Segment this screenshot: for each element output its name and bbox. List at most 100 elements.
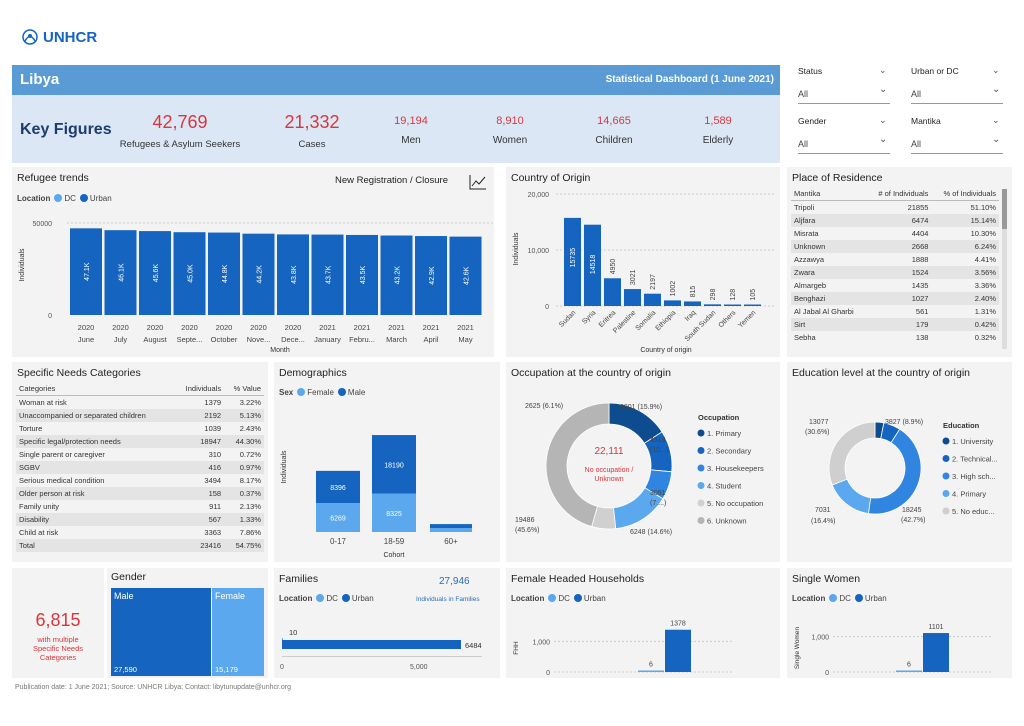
trend-bar[interactable] [277, 234, 309, 315]
table-row[interactable]: Disability 567 1.33% [16, 513, 264, 526]
education-data-label: (42.7%) [901, 517, 926, 524]
demo-female-bar[interactable] [430, 528, 472, 532]
trend-bar[interactable] [70, 228, 102, 315]
trend-bar[interactable] [346, 234, 378, 315]
origin-bar[interactable] [604, 278, 621, 306]
table-row[interactable]: SGBV 416 0.97% [16, 461, 264, 474]
origin-bar[interactable] [564, 217, 581, 306]
specific-needs-panel: Specific Needs Categories Categories Indi… [12, 362, 268, 562]
table-row[interactable]: Specific legal/protection needs 18947 44.3… [16, 435, 264, 448]
table-row[interactable]: Sebha 138 0.32% [791, 331, 999, 344]
column-header[interactable]: % Value [224, 382, 264, 396]
origin-bar[interactable] [644, 293, 661, 306]
occupation-legend-label[interactable]: 4. Student [707, 482, 742, 491]
table-row[interactable]: Zwara 1524 3.56% [791, 266, 999, 279]
male-treemap-block[interactable]: Male 27,590 [111, 588, 211, 676]
table-row[interactable]: Misrata 4404 10.30% [791, 227, 999, 240]
urban-bar[interactable] [923, 633, 949, 672]
education-legend-label[interactable]: 2. Technical... [952, 455, 998, 464]
residence-table-wrap[interactable]: Mantika # of Individuals% of Individuals T… [791, 187, 999, 344]
column-header[interactable]: Individuals [174, 382, 225, 396]
education-slice[interactable] [867, 428, 922, 515]
urban-bar[interactable] [665, 629, 691, 672]
occupation-legend-label[interactable]: 6. Unknown [707, 517, 747, 526]
key-figure-value: 21,332 [284, 112, 340, 132]
demo-male-bar[interactable] [372, 435, 416, 494]
filter-select[interactable]: All [911, 136, 1003, 154]
trend-bar[interactable] [139, 231, 171, 315]
occupation-legend-label[interactable]: 2. Secondary [707, 447, 751, 456]
demo-male-label: 8396 [330, 485, 346, 492]
occupation-legend-label[interactable]: 1. Primary [707, 429, 741, 438]
demo-female-bar[interactable] [316, 503, 360, 532]
table-cell: 3494 [204, 476, 222, 485]
filter-label-chevron-icon: ⌄ [879, 65, 887, 75]
table-row[interactable]: Benghazi 1027 2.40% [791, 292, 999, 305]
education-legend-label[interactable]: 3. High sch... [952, 472, 996, 481]
table-row[interactable]: Serious medical condition 3494 8.17% [16, 474, 264, 487]
demo-male-bar[interactable] [430, 524, 472, 528]
column-header[interactable]: # of Individuals [866, 187, 932, 201]
trend-bar[interactable] [104, 230, 137, 315]
education-legend-label[interactable]: 5. No educ... [952, 507, 995, 516]
table-row[interactable]: Al Jabal Al Gharbi 561 1.31% [791, 305, 999, 318]
demo-female-bar[interactable] [372, 493, 416, 532]
table-row[interactable]: Family unity 911 2.13% [16, 500, 264, 513]
column-header[interactable]: Mantika [791, 187, 867, 201]
table-cell: 51.10% [970, 203, 996, 212]
families-tick-5000: 5,000 [410, 664, 428, 671]
filter-select[interactable]: All [911, 86, 1003, 104]
trend-bar[interactable] [380, 235, 413, 315]
trend-bar[interactable] [208, 232, 240, 315]
dc-legend-label: DC [326, 594, 338, 603]
demo-male-bar[interactable] [316, 470, 360, 504]
origin-bar[interactable] [684, 301, 701, 306]
trend-bar[interactable] [449, 236, 482, 315]
origin-bar[interactable] [704, 304, 721, 306]
trend-bar[interactable] [173, 232, 206, 315]
trend-bar[interactable] [242, 233, 275, 315]
origin-bar[interactable] [664, 300, 681, 306]
education-slice[interactable] [831, 478, 872, 514]
trend-bar[interactable] [311, 234, 344, 315]
occupation-legend-label[interactable]: 3. Housekeepers [707, 464, 764, 473]
table-row[interactable]: Woman at risk 1379 3.22% [16, 396, 264, 410]
dc-bar[interactable] [638, 670, 664, 673]
trend-toggle-icon[interactable] [468, 173, 488, 191]
column-header[interactable]: Categories [16, 382, 175, 396]
trend-xtick-year: 2020 [147, 323, 164, 332]
origin-bar[interactable] [744, 304, 761, 307]
occupation-legend-label[interactable]: 5. No occupation [707, 499, 763, 508]
registration-toggle-label[interactable]: New Registration / Closure [335, 175, 448, 186]
origin-data-label: 3021 [630, 269, 637, 285]
table-row[interactable]: Tripoli 21855 51.10% [791, 201, 999, 215]
table-cell: 1524 [866, 266, 932, 279]
table-row[interactable]: Sirt 179 0.42% [791, 318, 999, 331]
country-title: Libya [20, 71, 60, 88]
table-row[interactable]: Child at risk 3363 7.86% [16, 526, 264, 539]
dc-bar[interactable] [896, 670, 922, 673]
table-row[interactable]: Azzawya 1888 4.41% [791, 253, 999, 266]
table-row[interactable]: Unknown 2668 6.24% [791, 240, 999, 253]
residence-scrollbar[interactable] [1002, 189, 1007, 349]
education-legend-label[interactable]: 4. Primary [952, 490, 986, 499]
table-row[interactable]: Total 23416 54.75% [16, 539, 264, 552]
origin-bar[interactable] [724, 304, 741, 307]
table-row[interactable]: Aljfara 6474 15.14% [791, 214, 999, 227]
education-legend-label[interactable]: 1. University [952, 437, 994, 446]
table-row[interactable]: Single parent or caregiver 310 0.72% [16, 448, 264, 461]
origin-bar[interactable] [584, 224, 601, 306]
table-row[interactable]: Torture 1039 2.43% [16, 422, 264, 435]
origin-bar[interactable] [624, 289, 641, 306]
female-treemap-block[interactable]: Female 15,179 [212, 588, 264, 676]
table-row[interactable]: Almargeb 1435 3.36% [791, 279, 999, 292]
table-row[interactable]: Older person at risk 158 0.37% [16, 487, 264, 500]
occupation-slice[interactable] [545, 402, 610, 528]
trend-bar[interactable] [415, 236, 447, 315]
filter-select[interactable]: All [798, 86, 890, 104]
filter-select[interactable]: All [798, 136, 890, 154]
table-row[interactable]: Unaccompanied or separated children 2192 5… [16, 409, 264, 422]
location-label: Location [17, 194, 51, 203]
education-slice[interactable] [828, 421, 876, 486]
column-header[interactable]: % of Individuals [931, 187, 999, 201]
